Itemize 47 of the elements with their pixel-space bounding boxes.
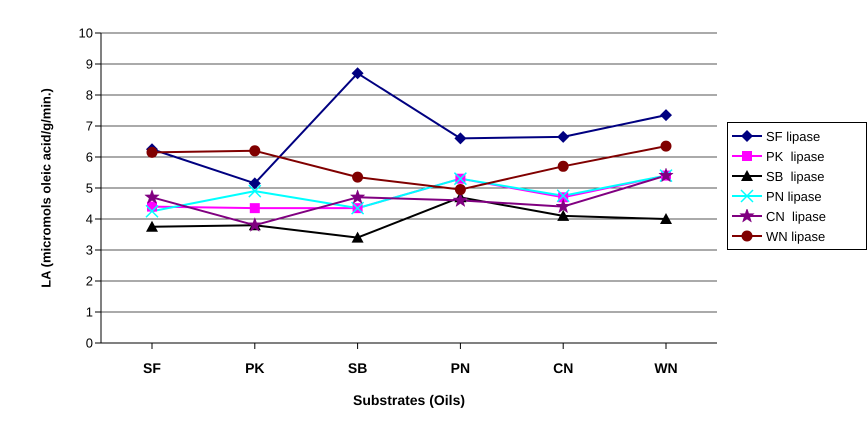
point	[146, 220, 158, 232]
point	[249, 145, 260, 156]
legend-label: SB lipase	[766, 168, 825, 184]
point	[352, 232, 364, 243]
point	[454, 132, 466, 144]
point	[660, 109, 672, 122]
y-tick-label: 3	[86, 242, 93, 258]
point	[144, 190, 160, 204]
y-tick-label: 5	[86, 180, 93, 196]
legend-label: PN lipase	[766, 188, 822, 204]
legend-label: PK lipase	[766, 148, 825, 164]
x-tick-label: SF	[143, 360, 162, 376]
point	[557, 130, 570, 143]
legend-label: CN lipase	[766, 208, 826, 224]
point	[556, 189, 570, 202]
y-tick-label: 1	[86, 304, 93, 320]
legend-label: WN lipase	[766, 228, 826, 244]
point	[558, 160, 569, 172]
point	[248, 177, 261, 190]
point	[250, 203, 260, 214]
y-tick-label: 8	[86, 88, 93, 103]
point	[145, 204, 159, 218]
x-tick-label: CN	[553, 360, 574, 376]
y-tick-label: 4	[86, 212, 93, 227]
y-tick-label: 2	[86, 274, 93, 289]
point	[146, 146, 158, 158]
y-axis-title: LA (micromols oleic acid/g/min.)	[38, 88, 54, 288]
point	[557, 210, 570, 221]
point	[350, 190, 365, 204]
y-tick-label: 7	[86, 118, 93, 134]
x-tick-label: PN	[450, 360, 470, 376]
point	[352, 67, 364, 80]
point	[352, 172, 364, 183]
point	[660, 213, 672, 224]
y-tick-label: 0	[86, 336, 93, 351]
y-tick-label: 10	[78, 26, 93, 41]
point	[248, 184, 262, 198]
y-tick-label: 6	[86, 150, 93, 165]
x-tick-label: PK	[245, 360, 265, 376]
point	[454, 184, 466, 196]
x-tick-label: SB	[348, 360, 368, 376]
x-axis-title: Substrates (Oils)	[352, 392, 466, 408]
legend-label: SF lipase	[766, 128, 820, 144]
x-tick-label: WN	[654, 360, 678, 376]
point	[660, 140, 672, 152]
y-tick-label: 9	[86, 56, 93, 72]
point	[556, 198, 571, 213]
